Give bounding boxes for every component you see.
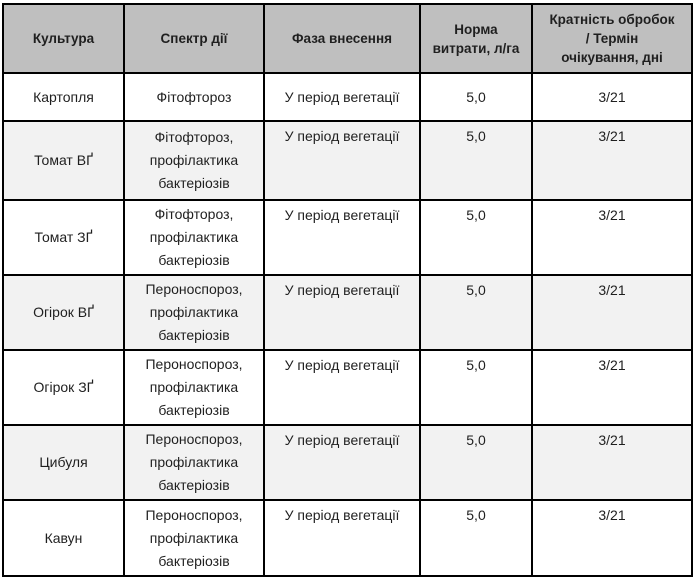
cell-rate: 5,0: [419, 424, 533, 501]
cell-frequency: 3/21: [531, 274, 693, 351]
table-row: Кавун Пероноспороз, профілактика бактері…: [2, 499, 693, 577]
cell-rate: 5,0: [419, 274, 533, 351]
cell-spectrum: Фітофтороз, профілактика бактеріозів: [123, 199, 265, 276]
cell-spectrum: Фітофтороз, профілактика бактеріозів: [123, 120, 265, 201]
cell-phase: У період вегетації: [263, 424, 421, 501]
crop-treatment-table: Культура Спектр дії Фаза внесення Норма …: [2, 3, 693, 577]
column-header-phase: Фаза внесення: [263, 3, 421, 74]
column-header-frequency: Кратність обробок / Термін очікування, д…: [531, 3, 693, 74]
cell-phase: У період вегетації: [263, 349, 421, 426]
header-row: Культура Спектр дії Фаза внесення Норма …: [2, 3, 693, 74]
cell-rate: 5,0: [419, 349, 533, 426]
table-header: Культура Спектр дії Фаза внесення Норма …: [2, 3, 693, 74]
cell-culture: Огірок ВҐ: [2, 274, 125, 351]
table-row: Томат ЗҐ Фітофтороз, профілактика бактер…: [2, 199, 693, 276]
cell-spectrum: Пероноспороз, профілактика бактеріозів: [123, 424, 265, 501]
cell-phase: У період вегетації: [263, 199, 421, 276]
column-header-spectrum: Спектр дії: [123, 3, 265, 74]
cell-frequency: 3/21: [531, 349, 693, 426]
cell-spectrum: Пероноспороз, профілактика бактеріозів: [123, 499, 265, 577]
cell-frequency: 3/21: [531, 424, 693, 501]
column-header-culture: Культура: [2, 3, 125, 74]
cell-culture: Томат ЗҐ: [2, 199, 125, 276]
cell-culture: Цибуля: [2, 424, 125, 501]
cell-rate: 5,0: [419, 72, 533, 122]
cell-rate: 5,0: [419, 499, 533, 577]
table-row: Огірок ЗҐ Пероноспороз, профілактика бак…: [2, 349, 693, 426]
cell-culture: Кавун: [2, 499, 125, 577]
cell-frequency: 3/21: [531, 72, 693, 122]
cell-spectrum: Пероноспороз, профілактика бактеріозів: [123, 274, 265, 351]
cell-rate: 5,0: [419, 120, 533, 201]
cell-frequency: 3/21: [531, 499, 693, 577]
column-header-rate: Норма витрати, л/га: [419, 3, 533, 74]
table-row: Огірок ВҐ Пероноспороз, профілактика бак…: [2, 274, 693, 351]
cell-phase: У період вегетації: [263, 120, 421, 201]
cell-phase: У період вегетації: [263, 72, 421, 122]
cell-spectrum: Пероноспороз, профілактика бактеріозів: [123, 349, 265, 426]
cell-phase: У період вегетації: [263, 274, 421, 351]
cell-frequency: 3/21: [531, 120, 693, 201]
cell-rate: 5,0: [419, 199, 533, 276]
cell-culture: Огірок ЗҐ: [2, 349, 125, 426]
cell-spectrum: Фітофтороз: [123, 72, 265, 122]
cell-culture: Томат ВҐ: [2, 120, 125, 201]
cell-frequency: 3/21: [531, 199, 693, 276]
table-row: Цибуля Пероноспороз, профілактика бактер…: [2, 424, 693, 501]
cell-culture: Картопля: [2, 72, 125, 122]
cell-phase: У період вегетації: [263, 499, 421, 577]
table-row: Томат ВҐ Фітофтороз, профілактика бактер…: [2, 120, 693, 201]
table-body: Картопля Фітофтороз У період вегетації 5…: [2, 72, 693, 577]
table-row: Картопля Фітофтороз У період вегетації 5…: [2, 72, 693, 122]
